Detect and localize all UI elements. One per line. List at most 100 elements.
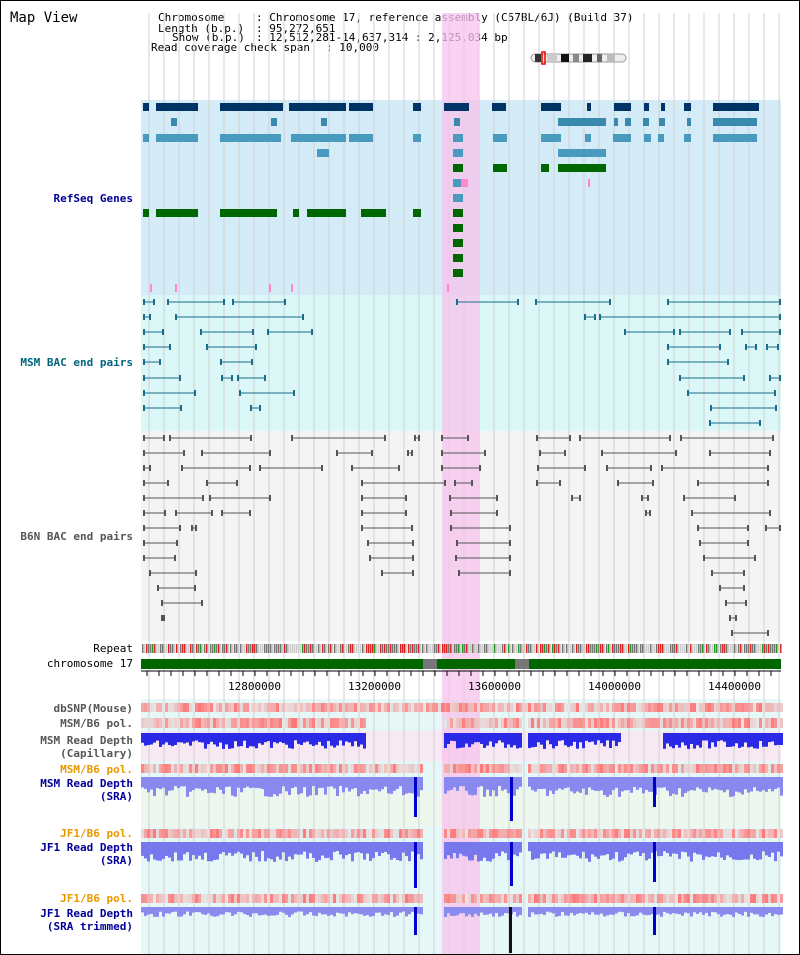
polymorphism-bin[interactable] (321, 703, 324, 712)
repeat-element[interactable] (468, 644, 470, 653)
depth-bin[interactable] (444, 907, 447, 917)
depth-bin[interactable] (570, 777, 573, 792)
polymorphism-bin[interactable] (306, 894, 309, 903)
repeat-element[interactable] (676, 644, 678, 653)
bac-end-marker[interactable] (143, 495, 145, 501)
polymorphism-bin[interactable] (705, 894, 708, 903)
depth-bin[interactable] (381, 907, 384, 916)
polymorphism-bin[interactable] (354, 718, 357, 728)
depth-bin[interactable] (249, 842, 252, 862)
repeat-element[interactable] (264, 644, 266, 653)
bac-end-marker[interactable] (769, 375, 771, 381)
gene-feature[interactable] (644, 103, 649, 111)
repeat-element[interactable] (536, 644, 538, 653)
depth-bin[interactable] (501, 777, 504, 791)
polymorphism-bin[interactable] (399, 894, 402, 903)
depth-bin[interactable] (348, 842, 351, 854)
polymorphism-bin[interactable] (489, 703, 492, 712)
polymorphism-bin[interactable] (237, 718, 240, 728)
repeat-element[interactable] (376, 644, 378, 653)
depth-bin[interactable] (663, 733, 666, 749)
depth-bin[interactable] (165, 842, 168, 857)
polymorphism-bin[interactable] (207, 894, 210, 903)
polymorphism-bin[interactable] (420, 703, 423, 712)
polymorphism-bin[interactable] (384, 703, 387, 712)
polymorphism-bin[interactable] (702, 718, 705, 728)
polymorphism-bin[interactable] (345, 703, 348, 712)
polymorphism-bin[interactable] (309, 829, 312, 838)
depth-bin[interactable] (657, 842, 660, 857)
repeat-element[interactable] (414, 644, 416, 653)
polymorphism-bin[interactable] (519, 764, 522, 773)
depth-bin[interactable] (582, 733, 585, 749)
depth-bin[interactable] (750, 907, 753, 913)
repeat-element[interactable] (482, 644, 484, 653)
repeat-element[interactable] (584, 644, 586, 653)
polymorphism-bin[interactable] (291, 703, 294, 712)
gene-feature[interactable] (453, 134, 463, 142)
depth-bin[interactable] (222, 842, 225, 853)
depth-bin[interactable] (333, 777, 336, 789)
depth-bin[interactable] (747, 777, 750, 793)
track-label-msm-bac[interactable]: MSM BAC end pairs (20, 356, 133, 369)
polymorphism-bin[interactable] (474, 764, 477, 773)
depth-bin[interactable] (732, 842, 735, 860)
polymorphism-bin[interactable] (234, 718, 237, 728)
polymorphism-bin[interactable] (600, 894, 603, 903)
depth-bin[interactable] (498, 777, 501, 787)
polymorphism-bin[interactable] (417, 894, 420, 903)
depth-bin[interactable] (588, 907, 591, 915)
polymorphism-bin[interactable] (186, 703, 189, 712)
repeat-element[interactable] (544, 644, 546, 653)
polymorphism-bin[interactable] (588, 894, 591, 903)
depth-bin[interactable] (459, 842, 462, 854)
depth-bin[interactable] (267, 842, 270, 859)
depth-bin[interactable] (570, 907, 573, 913)
depth-bin[interactable] (180, 777, 183, 787)
depth-bin[interactable] (204, 733, 207, 749)
polymorphism-bin[interactable] (150, 764, 153, 773)
polymorphism-bin[interactable] (654, 764, 657, 773)
polymorphism-bin[interactable] (501, 764, 504, 773)
depth-bin[interactable] (594, 907, 597, 915)
repeat-element[interactable] (154, 644, 156, 653)
depth-bin[interactable] (141, 842, 144, 856)
depth-bin[interactable] (153, 777, 156, 797)
bac-end-marker[interactable] (709, 420, 711, 426)
depth-bin[interactable] (726, 842, 729, 856)
repeat-element[interactable] (244, 644, 246, 653)
repeat-element[interactable] (562, 644, 564, 653)
polymorphism-bin[interactable] (516, 718, 519, 728)
bac-end-marker[interactable] (772, 435, 774, 441)
gene-feature[interactable] (413, 134, 421, 142)
depth-bin[interactable] (462, 777, 465, 787)
chromosome-bar[interactable] (141, 659, 781, 669)
polymorphism-bin[interactable] (723, 718, 726, 728)
depth-bin[interactable] (327, 777, 330, 787)
polymorphism-bin[interactable] (345, 718, 348, 728)
polymorphism-bin[interactable] (360, 718, 363, 728)
repeat-element[interactable] (486, 644, 488, 653)
polymorphism-bin[interactable] (612, 703, 615, 712)
polymorphism-bin[interactable] (186, 718, 189, 728)
polymorphism-bin[interactable] (414, 894, 417, 903)
depth-bin[interactable] (402, 907, 405, 912)
depth-bin[interactable] (315, 733, 318, 745)
depth-bin[interactable] (147, 907, 150, 915)
depth-bin[interactable] (417, 907, 420, 914)
polymorphism-bin[interactable] (297, 718, 300, 728)
polymorphism-bin[interactable] (498, 718, 501, 728)
repeat-element[interactable] (606, 644, 608, 653)
repeat-element[interactable] (158, 644, 160, 653)
bac-end-marker[interactable] (211, 510, 213, 516)
polymorphism-bin[interactable] (375, 764, 378, 773)
depth-bin[interactable] (327, 733, 330, 741)
polymorphism-bin[interactable] (528, 703, 531, 712)
gene-feature[interactable] (453, 149, 463, 157)
polymorphism-bin[interactable] (336, 718, 339, 728)
repeat-element[interactable] (392, 644, 394, 653)
depth-bin[interactable] (261, 842, 264, 852)
bac-end-marker[interactable] (143, 525, 145, 531)
depth-bin[interactable] (693, 907, 696, 913)
depth-bin[interactable] (684, 733, 687, 746)
